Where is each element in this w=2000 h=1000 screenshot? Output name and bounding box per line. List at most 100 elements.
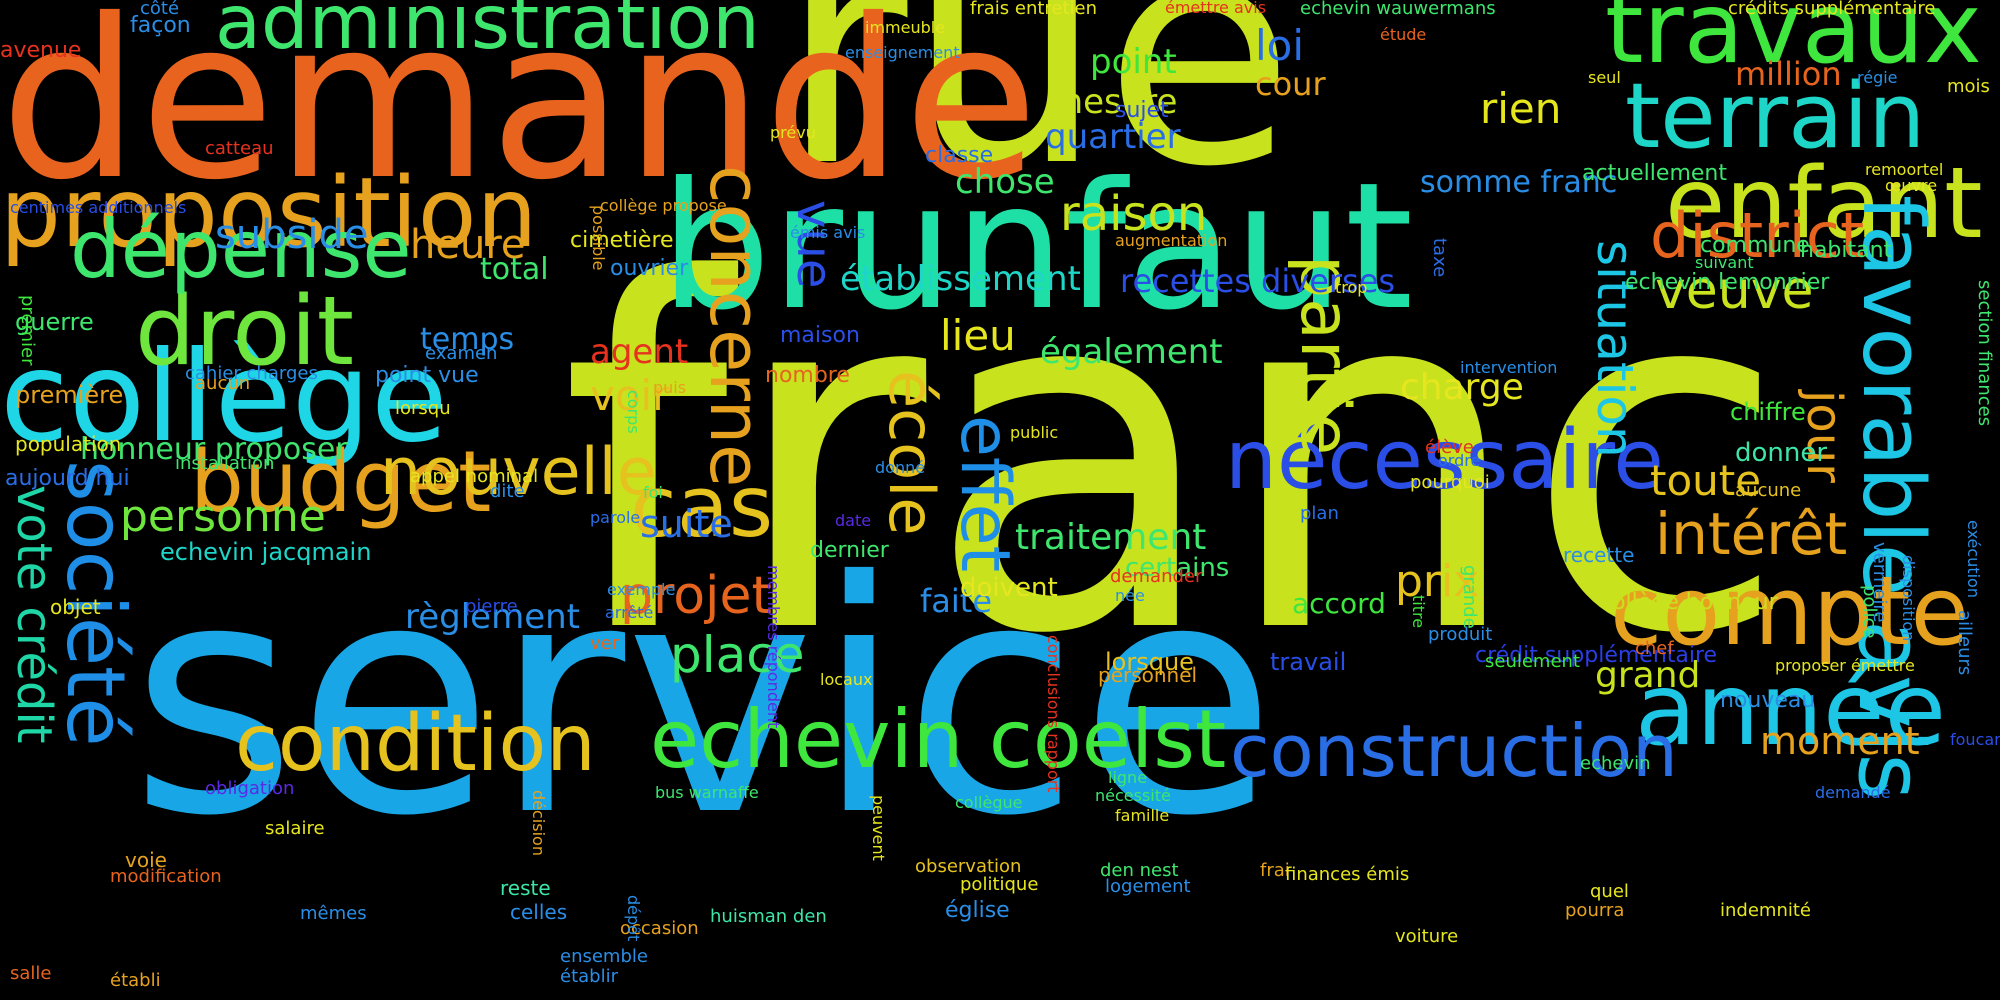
word-commune: commune: [1700, 233, 1810, 258]
word-examen: examen: [425, 343, 498, 364]
word-actuellement: actuellement: [1582, 161, 1727, 186]
word-credits-supplementaire: crédits supplémentaire: [1728, 0, 1936, 19]
word-point: point: [1090, 42, 1177, 82]
word-donne: donné: [875, 458, 926, 477]
word-aucune: aucune: [1735, 480, 1802, 501]
word-bus-warnaffe: bus warnaffe: [655, 783, 759, 802]
word-effet: effet: [945, 415, 1024, 573]
word-salaire: salaire: [265, 818, 325, 839]
word-membres-repondent: membres répondent: [764, 565, 783, 729]
word-lieu: lieu: [940, 311, 1016, 360]
word-echevin-wauwermans: echevin wauwermans: [1300, 0, 1496, 19]
word-personnel: personnel: [1098, 663, 1198, 687]
word-habitant: habitant: [1800, 238, 1893, 263]
word-dernier: dernier: [810, 538, 889, 563]
word-peuvent: peuvent: [869, 795, 888, 861]
word-population: population: [15, 432, 122, 456]
word-terrain: terrain: [1625, 64, 1926, 169]
word-rue: rue: [780, 0, 1295, 235]
word-execution: exécution: [1964, 520, 1983, 598]
word-foucart: foucart: [1950, 730, 2000, 749]
word-chiffre: chiffre: [1730, 398, 1806, 426]
word-enseignement: enseignement: [845, 43, 960, 62]
word-famille: famille: [1115, 806, 1170, 825]
word-interet: intérêt: [1655, 500, 1848, 568]
word-district: district: [1650, 199, 1865, 272]
word-somme-franc: somme franc: [1420, 165, 1618, 200]
word-decision: décision: [529, 790, 548, 856]
word-objet: objet: [50, 595, 101, 619]
word-taxe: taxe: [1429, 238, 1450, 278]
word-jour: jour: [1796, 390, 1852, 483]
word-travaux: travaux: [1605, 0, 1982, 86]
word-grande: grande: [1459, 565, 1480, 629]
word-celles: celles: [510, 900, 568, 924]
word-oeuvre: œuvre: [1885, 176, 1938, 195]
word-college-propose: collège propose: [600, 196, 727, 215]
word-arrete: arrêté: [605, 603, 654, 622]
word-ouvrier: ouvrier: [610, 256, 689, 281]
word-guerre: guerre: [15, 308, 94, 336]
word-million: million: [1735, 55, 1842, 93]
word-indemnite: indemnité: [1720, 900, 1811, 921]
word-centimes-additionnels: centimes additionnels: [10, 198, 187, 217]
word-emettre-avis: émettre avis: [1165, 0, 1267, 17]
word-premier: premier: [17, 295, 38, 366]
word-demander: demander: [1110, 566, 1203, 587]
word-cimetiere: cimetière: [570, 228, 674, 253]
word-franc: franc: [560, 180, 1789, 739]
word-personne: personne: [120, 491, 326, 542]
word-toute: toute: [1650, 456, 1762, 505]
word-demande: demande: [0, 0, 1039, 228]
word-police: police: [1859, 585, 1880, 639]
word-reglement: règlement: [405, 597, 581, 637]
word-obligation: obligation: [205, 778, 295, 799]
word-pourquoi: pourquoi: [1410, 472, 1490, 493]
word-section-finances: section finances: [1974, 280, 1995, 427]
word-conclusions-rapport: conclusions rapport: [1044, 635, 1063, 793]
word-heure: heure: [410, 222, 526, 268]
word-frais-entretien: frais entretien: [970, 0, 1098, 19]
word-chose: chose: [955, 162, 1055, 202]
word-installation: installation: [175, 453, 275, 474]
word-droit: droit: [135, 277, 355, 387]
word-salle: salle: [10, 963, 52, 984]
word-etablissement: établissement: [840, 259, 1081, 299]
word-foi: foi: [643, 483, 663, 502]
word-raison: raison: [1060, 186, 1208, 242]
word-den-nest: den nest: [1100, 860, 1179, 881]
word-grand: grand: [1595, 655, 1701, 696]
word-doivent: doivent: [960, 573, 1058, 603]
word-total: total: [480, 252, 549, 287]
word-credit-supplementaire: crédit supplémentaire: [1475, 643, 1718, 668]
word-suite: suite: [640, 502, 733, 546]
word-condition: condition: [235, 699, 596, 789]
word-egalement: également: [1040, 332, 1223, 372]
word-annee: année: [1635, 651, 1947, 768]
word-lorsqu: lorsqu: [395, 398, 451, 419]
word-pourra: pourra: [1565, 900, 1625, 921]
word-regie: régie: [1857, 68, 1898, 87]
word-depot: dépôt: [624, 895, 643, 942]
word-budget: budget: [190, 433, 492, 532]
word-premiere: première: [15, 381, 124, 409]
word-seulement: seulement: [1485, 651, 1581, 672]
word-ailleurs: ailleurs: [1954, 610, 1975, 676]
word-charge: charge: [1400, 367, 1524, 408]
word-aucun: aucun: [195, 373, 251, 394]
word-puis: puis: [653, 378, 687, 397]
word-echevin: echevin: [1580, 753, 1651, 774]
word-locaux: locaux: [820, 670, 873, 689]
word-huisman-den: huisman den: [710, 906, 827, 927]
word-occasion: occasion: [620, 918, 699, 939]
word-eglise: église: [945, 898, 1010, 923]
word-voiture: voiture: [1395, 926, 1459, 947]
word-voie: voie: [125, 848, 167, 872]
word-recettes-diverses: recettes diverses: [1120, 262, 1396, 300]
word-donner: donner: [1735, 438, 1828, 468]
word-dite: dite: [490, 481, 525, 502]
word-produit: produit: [1428, 624, 1493, 645]
word-agent: agent: [590, 332, 689, 372]
word-catteau: catteau: [205, 138, 274, 159]
word-trop: trop: [1335, 278, 1368, 297]
